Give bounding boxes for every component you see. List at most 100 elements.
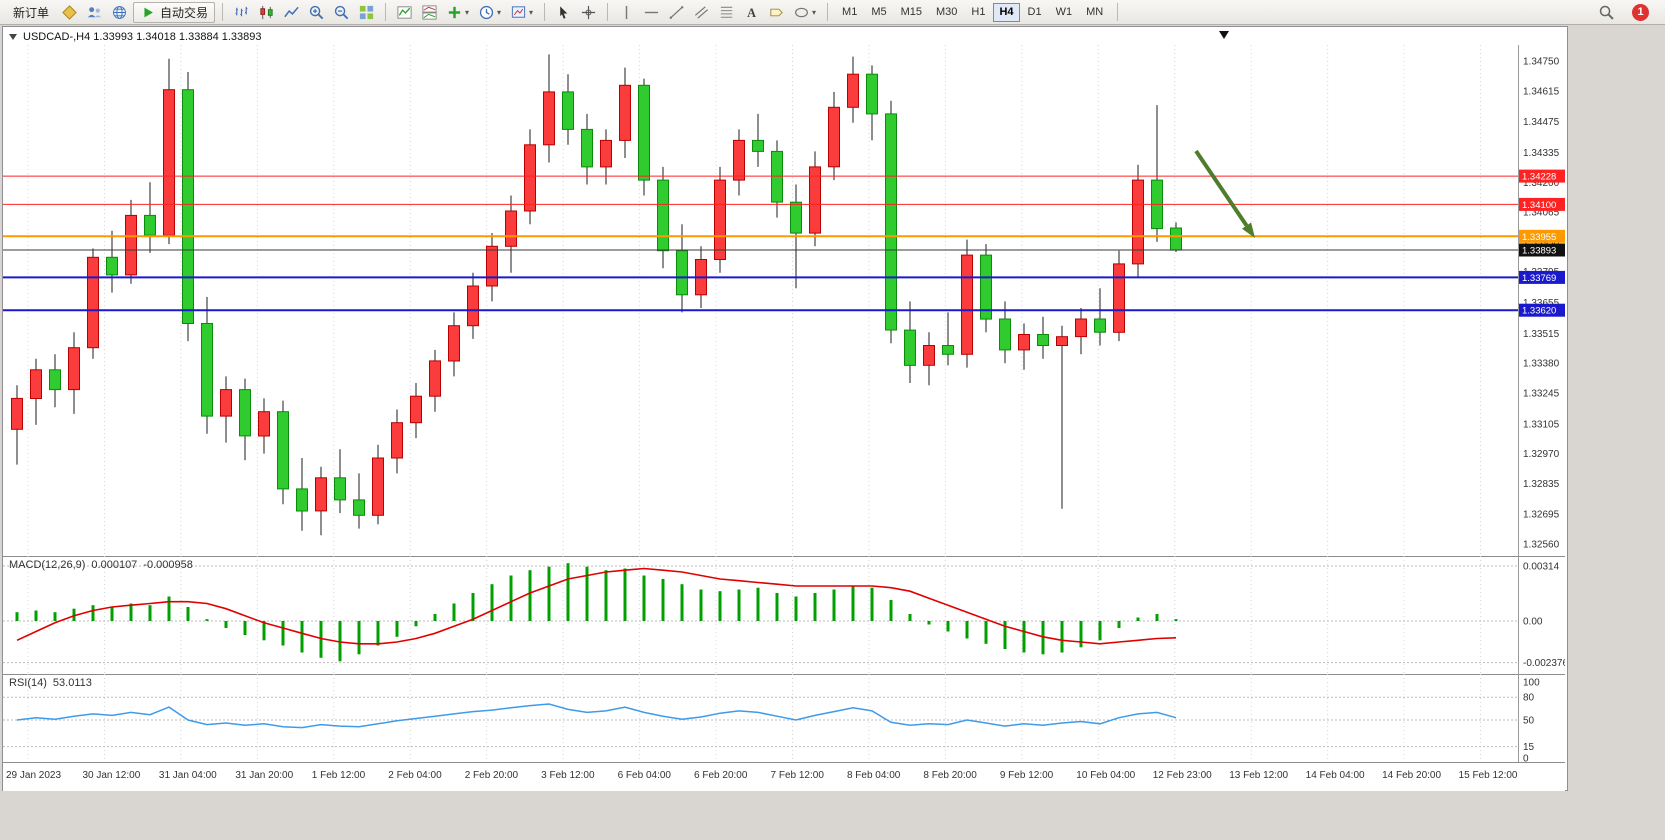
timeframe-toolbar: M1 M5 M15 M30 H1 H4 D1 W1 MN <box>835 2 1110 22</box>
toolbar-separator <box>544 3 546 21</box>
toolbar-separator <box>222 3 224 21</box>
equidistant-channel-icon[interactable] <box>690 2 713 23</box>
price-tick: 1.33105 <box>1523 419 1560 430</box>
rsi-header: RSI(14) 53.0113 <box>9 677 98 689</box>
crosshair-icon[interactable] <box>577 2 600 23</box>
price-tick: 1.34065 <box>1523 208 1560 219</box>
templates-icon[interactable] <box>507 2 530 23</box>
rsi-tick: 100 <box>1523 678 1540 689</box>
price-tick: 1.33930 <box>1523 237 1560 248</box>
price-tag <box>1519 197 1565 211</box>
play-icon <box>140 2 156 23</box>
price-tag <box>1519 229 1565 243</box>
timeframe-mn[interactable]: MN <box>1080 3 1109 22</box>
text-icon[interactable]: A <box>740 2 763 23</box>
time-label: 29 Jan 2023 <box>6 770 62 781</box>
web-market-icon[interactable] <box>108 2 131 23</box>
one-click-trading-icon[interactable] <box>9 34 17 40</box>
timeframe-h1[interactable]: H1 <box>965 3 991 22</box>
timeframe-m1[interactable]: M1 <box>836 3 863 22</box>
templates-icon-dropdown[interactable]: ▾ <box>529 7 534 17</box>
grid <box>27 674 1482 762</box>
tile-windows-icon[interactable] <box>355 2 378 23</box>
cursor-icon[interactable] <box>552 2 575 23</box>
macd-label: MACD(12,26,9) <box>9 559 86 571</box>
timeframe-m30[interactable]: M30 <box>930 3 963 22</box>
new-order-button[interactable]: 新订单 <box>6 2 56 23</box>
candlestick-icon[interactable] <box>255 2 278 23</box>
time-label: 31 Jan 04:00 <box>158 770 217 781</box>
price-tick: 1.34475 <box>1523 117 1560 128</box>
fibonacci-icon[interactable] <box>715 2 738 23</box>
time-label: 2 Feb 04:00 <box>388 770 442 781</box>
price-tick: 1.33515 <box>1523 329 1560 340</box>
search-icon[interactable] <box>1595 2 1618 23</box>
new-order-button-label: 新订单 <box>13 5 50 20</box>
indicators-icon[interactable] <box>393 2 416 23</box>
price-tick: 1.32695 <box>1523 510 1560 521</box>
svg-text:1.33620: 1.33620 <box>1522 306 1556 317</box>
price-tick: 1.34615 <box>1523 86 1560 97</box>
zoom-in-icon[interactable] <box>305 2 328 23</box>
price-tick: 1.33380 <box>1523 359 1560 370</box>
price-tag <box>1519 303 1565 317</box>
svg-text:1.34228: 1.34228 <box>1522 172 1556 183</box>
shapes-icon-dropdown[interactable]: ▾ <box>812 7 817 17</box>
timeframe-w1[interactable]: W1 <box>1050 3 1079 22</box>
svg-text:A: A <box>747 5 756 19</box>
price-tick: 1.33655 <box>1523 298 1560 309</box>
timeframe-h4[interactable]: H4 <box>993 2 1020 22</box>
svg-text:1.33893: 1.33893 <box>1522 246 1556 257</box>
periods-icon-dropdown[interactable]: ▾ <box>497 7 502 17</box>
level-lines <box>3 175 1518 312</box>
add-indicator-icon-dropdown[interactable]: ▾ <box>465 7 470 17</box>
macd-tick: 0.00314 <box>1523 562 1560 573</box>
timeframe-m5[interactable]: M5 <box>865 3 892 22</box>
toolbar-separator <box>827 3 829 21</box>
rsi-tick: 15 <box>1523 742 1535 753</box>
add-indicator-icon[interactable] <box>443 2 466 23</box>
time-label: 2 Feb 20:00 <box>464 770 519 781</box>
rsi-line <box>16 703 1177 729</box>
periods-icon[interactable] <box>475 2 498 23</box>
market-depth-icon[interactable] <box>58 2 81 23</box>
macd-signal-line <box>16 567 1177 645</box>
chart-title: USDCAD-,H4 1.33993 1.34018 1.33884 1.338… <box>23 31 262 43</box>
time-label: 31 Jan 20:00 <box>235 770 294 781</box>
price-chart[interactable]: 1.34750 1.34615 1.34475 1.34335 1.34200 1.340… <box>3 45 1565 556</box>
zoom-out-icon[interactable] <box>330 2 353 23</box>
time-label: 12 Feb 23:00 <box>1152 770 1212 781</box>
price-tick: 1.34335 <box>1523 148 1560 159</box>
chart-shift-marker[interactable] <box>1219 31 1229 39</box>
label-icon[interactable] <box>765 2 788 23</box>
time-label: 1 Feb 12:00 <box>311 770 366 781</box>
time-label: 7 Feb 12:00 <box>770 770 824 781</box>
line-chart-icon[interactable] <box>280 2 303 23</box>
chart-title-row: USDCAD-,H4 1.33993 1.34018 1.33884 1.338… <box>9 30 262 44</box>
price-tag <box>1519 243 1565 257</box>
macd-value-signal: -0.000958 <box>143 559 193 571</box>
macd-header: MACD(12,26,9) 0.000107 -0.000958 <box>9 559 199 571</box>
time-label: 9 Feb 12:00 <box>999 770 1054 781</box>
shapes-icon[interactable] <box>790 2 813 23</box>
price-tick: 1.33245 <box>1523 388 1560 399</box>
time-label: 13 Feb 12:00 <box>1229 770 1289 781</box>
time-label: 14 Feb 20:00 <box>1382 770 1442 781</box>
trendline-icon[interactable] <box>665 2 688 23</box>
notification-badge[interactable]: 1 <box>1632 3 1649 21</box>
macd-histogram <box>15 563 1178 662</box>
toolbar-separator <box>385 3 387 21</box>
macd-tick: 0.00 <box>1523 617 1543 628</box>
macd-panel[interactable]: 0.00314 0.00 -0.002376 <box>3 556 1565 674</box>
horizontal-line-icon[interactable] <box>640 2 663 23</box>
timeframe-d1[interactable]: D1 <box>1022 3 1048 22</box>
vertical-line-icon[interactable] <box>615 2 638 23</box>
auto-trading-button[interactable]: 自动交易 <box>133 1 216 23</box>
rsi-tick: 80 <box>1523 693 1535 704</box>
price-tick: 1.32560 <box>1523 540 1560 551</box>
rsi-panel[interactable]: 100 80 50 150 <box>3 674 1565 762</box>
accounts-icon[interactable] <box>83 2 106 23</box>
ohlc-bars-icon[interactable] <box>230 2 253 23</box>
indicator-windows-icon[interactable] <box>418 2 441 23</box>
timeframe-m15[interactable]: M15 <box>895 3 928 22</box>
